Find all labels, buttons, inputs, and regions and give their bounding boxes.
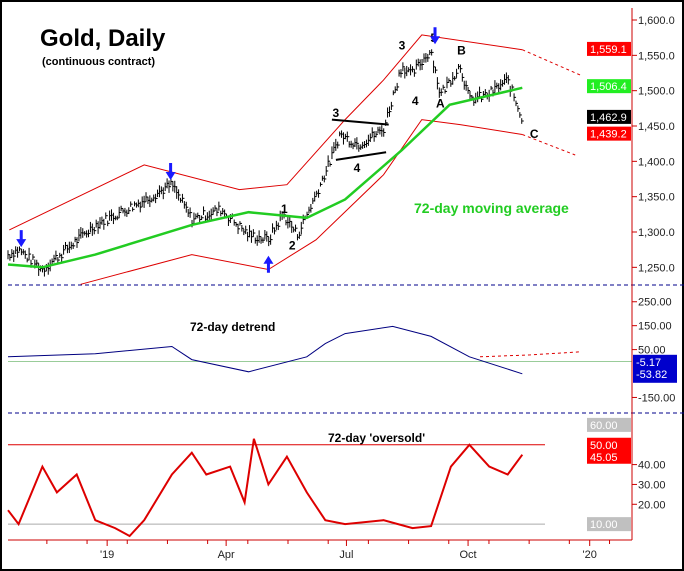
detrend-tag xyxy=(633,354,677,383)
y-tick-label-price: 1,500.0 xyxy=(638,86,675,98)
triangle-line xyxy=(335,151,387,161)
lower-band-line xyxy=(80,119,523,285)
y-tick-label-detrend: 250.00 xyxy=(638,297,672,309)
detrend-projection xyxy=(479,351,581,358)
x-tick-label: Jul xyxy=(339,549,353,561)
y-tick-label-detrend: 150.00 xyxy=(638,321,672,333)
oscillator-tag xyxy=(587,437,631,464)
y-tick-label-price: 1,600.0 xyxy=(638,15,675,27)
oscillator-tag xyxy=(587,417,631,432)
x-tick-label: '19 xyxy=(100,549,114,561)
y-tick-label-price: 1,450.0 xyxy=(638,121,675,133)
price-tag xyxy=(587,79,631,94)
oscillator-tag xyxy=(587,517,631,532)
price-tag-label: 1,506.4 xyxy=(590,81,627,93)
arrow-down-icon xyxy=(430,27,441,45)
oscillator-line xyxy=(7,438,524,538)
upper-band-line xyxy=(9,34,523,231)
wave-label: 3 xyxy=(333,106,340,120)
x-tick-label: Apr xyxy=(218,549,235,561)
wave-label: 4 xyxy=(412,94,419,108)
price-tag xyxy=(587,109,631,124)
wave-label: 3 xyxy=(399,39,406,53)
y-tick-label-price: 1,300.0 xyxy=(638,227,675,239)
triangle-line xyxy=(331,118,389,126)
wave-label: C xyxy=(530,127,539,141)
oscillator-tag-label: 45.05 xyxy=(590,452,618,464)
oscillator-tag-label: 10.00 xyxy=(590,519,618,531)
wave-label: 2 xyxy=(289,239,296,253)
wave-label: A xyxy=(436,97,445,111)
detrend-tag-label: -53.82 xyxy=(636,369,667,381)
y-tick-label-detrend: -150.00 xyxy=(638,392,675,404)
wave-label: 1 xyxy=(281,202,288,216)
y-tick-label-detrend: 50.00 xyxy=(638,345,666,357)
ma-label: 72-day moving average xyxy=(414,200,569,216)
price-tag-label: 1,462.9 xyxy=(590,112,627,124)
arrow-up-icon xyxy=(263,255,274,273)
y-tick-label-price: 1,250.0 xyxy=(638,262,675,274)
y-tick-label-oscillator: 40.00 xyxy=(638,460,666,472)
detrend-line xyxy=(7,325,523,375)
oversold-label: 72-day 'oversold' xyxy=(328,431,425,445)
y-tick-label-price: 1,400.0 xyxy=(638,156,675,168)
arrow-down-icon xyxy=(165,162,176,180)
upper-band-projection xyxy=(522,49,581,76)
y-tick-label-price: 1,350.0 xyxy=(638,192,675,204)
x-tick-label: '20 xyxy=(583,549,597,561)
y-tick-label-oscillator: 20.00 xyxy=(638,499,666,511)
moving-average-line xyxy=(7,86,523,269)
oscillator-tag-label: 60.00 xyxy=(590,420,618,432)
detrend-tag-label: -5.17 xyxy=(636,357,661,369)
arrow-down-icon xyxy=(16,230,27,248)
y-tick-label-price: 1,550.0 xyxy=(638,50,675,62)
price-tag xyxy=(587,126,631,141)
wave-label: B xyxy=(457,44,466,58)
chart-title: Gold, Daily xyxy=(40,25,166,52)
chart-subtitle: (continuous contract) xyxy=(42,56,155,68)
price-tag-label: 1,559.1 xyxy=(590,44,627,56)
y-tick-label-oscillator: 30.00 xyxy=(638,479,666,491)
wave-label: 4 xyxy=(354,161,361,175)
x-tick-label: Oct xyxy=(460,549,477,561)
price-tag-label: 1,439.2 xyxy=(590,129,627,141)
price-tag xyxy=(587,41,631,56)
oscillator-tag-label: 50.00 xyxy=(590,440,618,452)
detrend-label: 72-day detrend xyxy=(190,320,275,334)
